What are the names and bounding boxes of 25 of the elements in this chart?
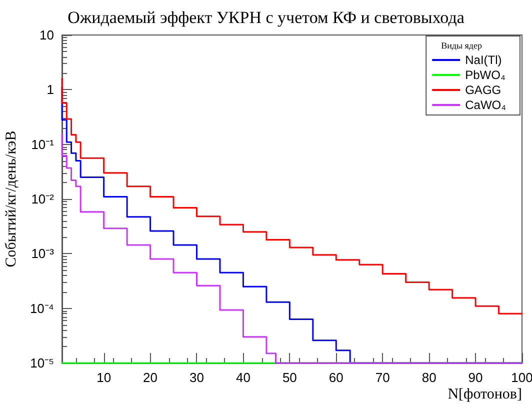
- y-tick-label: 10⁻⁵: [30, 356, 54, 370]
- y-tick-label: 1: [46, 82, 54, 98]
- x-tick-label: 70: [375, 370, 390, 385]
- legend-label: PbWO₄: [465, 68, 506, 82]
- y-axis-title: Событий/кг/день/кэВ: [4, 130, 20, 268]
- x-tick-label: 80: [422, 370, 436, 385]
- x-tick-label: 50: [282, 370, 297, 385]
- y-tick-label: 10: [40, 28, 54, 42]
- y-tick-label: 10⁻⁴: [30, 300, 54, 316]
- legend-title: Виды ядер: [441, 40, 482, 50]
- x-tick-label: 100: [511, 370, 532, 385]
- x-tick-label: 40: [236, 370, 250, 385]
- y-tick-label: 10⁻¹: [31, 136, 55, 152]
- x-axis-title: N[фотонов]: [448, 386, 522, 402]
- x-tick-label: 10: [96, 370, 112, 385]
- legend-label: NaI(Tl): [465, 53, 502, 67]
- x-tick-label: 20: [143, 370, 158, 385]
- legend-label: GAGG: [465, 83, 502, 97]
- y-tick-label: 10⁻²: [31, 192, 55, 206]
- chart-title: Ожидаемый эффект УКРН с учетом КФ и световыхода: [68, 8, 465, 27]
- x-tick-label: 30: [190, 370, 204, 385]
- legend-label: CaWO₄: [465, 98, 506, 112]
- x-tick-label: 60: [328, 370, 344, 385]
- y-tick-label: 10⁻³: [31, 246, 55, 262]
- x-tick-label: 90: [468, 370, 483, 385]
